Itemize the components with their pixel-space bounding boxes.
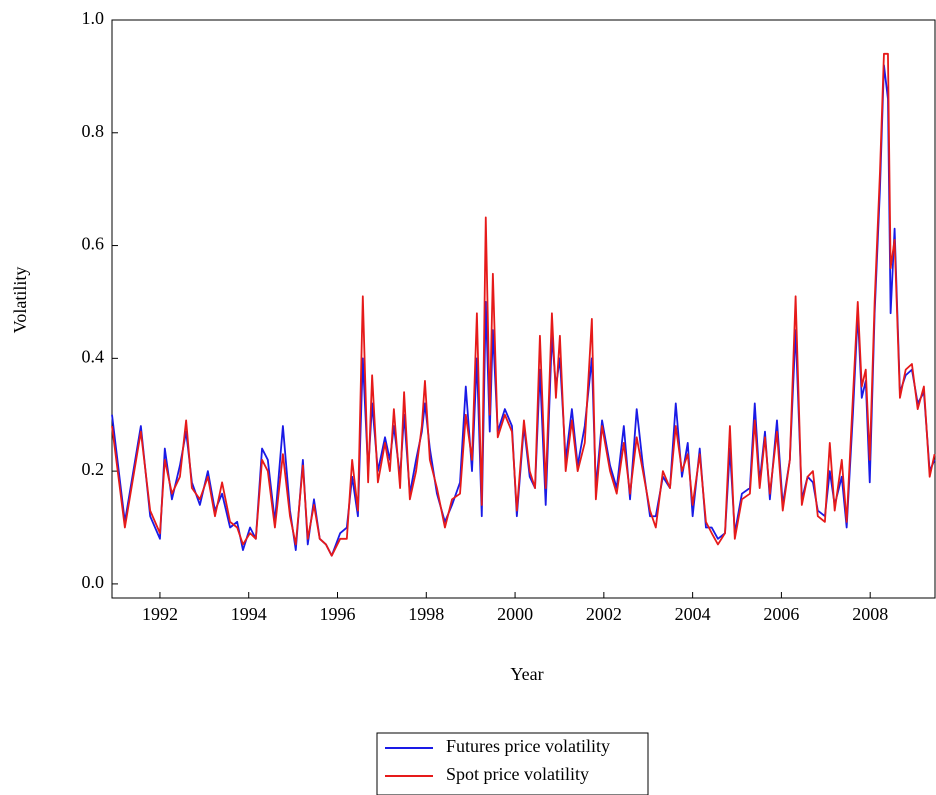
legend-label: Spot price volatility bbox=[446, 764, 589, 784]
x-tick-label: 1992 bbox=[142, 604, 178, 624]
plot-frame bbox=[111, 19, 936, 599]
x-tick-label: 1996 bbox=[320, 604, 356, 624]
legend-label: Futures price volatility bbox=[446, 736, 610, 756]
y-tick-label: 1.0 bbox=[82, 8, 105, 28]
y-tick-label: 0.6 bbox=[82, 234, 105, 254]
y-tick-label: 0.4 bbox=[82, 346, 105, 366]
legend-box bbox=[376, 732, 649, 795]
x-tick-label: 2006 bbox=[763, 604, 799, 624]
x-tick-label: 2002 bbox=[586, 604, 622, 624]
x-axis-label: Year bbox=[510, 664, 543, 684]
series-line bbox=[111, 64, 936, 557]
y-tick-label: 0.2 bbox=[82, 459, 105, 479]
y-tick-label: 0.0 bbox=[82, 572, 105, 592]
x-tick-label: 2000 bbox=[497, 604, 533, 624]
y-tick-label: 0.8 bbox=[82, 121, 105, 141]
series-line bbox=[111, 52, 936, 557]
x-tick-label: 1994 bbox=[231, 604, 267, 624]
x-tick-label: 1998 bbox=[408, 604, 444, 624]
x-tick-label: 2004 bbox=[675, 604, 711, 624]
y-axis-label: Volatility bbox=[10, 267, 30, 334]
x-tick-label: 2008 bbox=[852, 604, 888, 624]
